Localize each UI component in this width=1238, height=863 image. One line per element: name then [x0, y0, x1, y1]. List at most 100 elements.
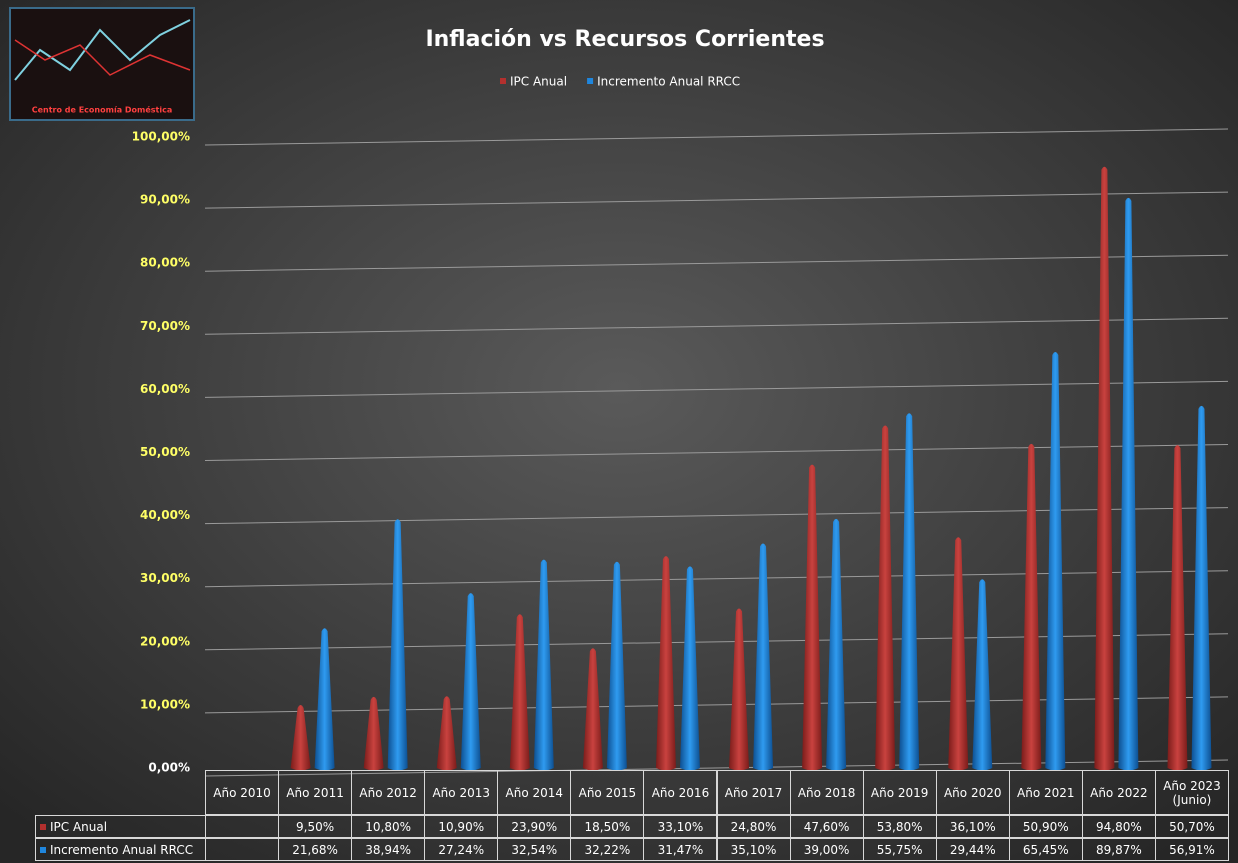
bar — [582, 648, 603, 771]
cell-text: 50,70% — [1169, 819, 1215, 834]
legend-label: IPC Anual — [510, 75, 567, 89]
category-cell: Año 2021 — [1008, 770, 1083, 815]
y-tick-label: 20,00% — [140, 634, 190, 648]
cell-text: Año 2013 — [432, 785, 490, 800]
bar — [655, 556, 676, 771]
cell-text: 31,47% — [657, 842, 704, 857]
cell-text: 39,00% — [803, 842, 850, 857]
cell-text: 18,50% — [584, 819, 631, 834]
cell-text: 65,45% — [1022, 842, 1069, 857]
cell-text: 32,22% — [584, 842, 631, 857]
y-tick-label: 40,00% — [140, 508, 190, 522]
value-cell: 47,60% — [789, 815, 864, 838]
cell-text: Año 2017 — [724, 785, 783, 800]
logo: Centro de Economía Doméstica — [9, 7, 195, 121]
value-cell: 35,10% — [716, 838, 791, 861]
cell-text: Año 2010 — [213, 785, 271, 800]
bar — [363, 696, 384, 771]
cell-text: Año 2018 — [797, 785, 856, 800]
cell-text: Año 2015 — [578, 785, 637, 800]
value-cell: 23,90% — [497, 815, 572, 838]
value-cell: 89,87% — [1081, 838, 1156, 861]
series-label-cell: IPC Anual — [35, 815, 206, 838]
category-cell: Año 2017 — [716, 770, 791, 815]
cell-text: Año 2012 — [359, 785, 417, 800]
cell-text: Año 2014 — [505, 785, 564, 800]
value-cell: 10,80% — [351, 815, 426, 838]
y-tick-label: 100,00% — [132, 130, 190, 144]
value-cell: 10,90% — [424, 815, 499, 838]
value-cell: 9,50% — [278, 815, 353, 838]
cell-text: 32,54% — [511, 842, 558, 857]
category-cell: Año 2019 — [862, 770, 937, 815]
value-cell: 55,75% — [862, 838, 937, 861]
bar — [875, 425, 896, 771]
bar — [753, 543, 774, 771]
series-name: Incremento Anual RRCC — [50, 842, 194, 857]
value-cell: 24,80% — [716, 815, 791, 838]
chart-title: Inflación vs Recursos Corrientes — [425, 27, 824, 52]
cell-text: 21,68% — [292, 842, 338, 857]
cell-text: Año 2016 — [651, 785, 710, 800]
cell-text: Año 2011 — [286, 785, 344, 800]
bar — [387, 519, 408, 771]
category-cell: Año 2013 — [424, 770, 499, 815]
bar — [606, 561, 627, 771]
legend-key — [500, 78, 506, 84]
category-cell: Año 2023 (Junio) — [1154, 770, 1229, 815]
bar — [1094, 166, 1115, 771]
bar — [1045, 352, 1066, 771]
legend-key — [40, 846, 46, 853]
value-cell: 29,44% — [935, 838, 1010, 861]
y-tick-label: 60,00% — [140, 382, 190, 396]
cell-text: 55,75% — [876, 842, 923, 857]
category-cell: Año 2011 — [278, 770, 353, 815]
cell-text: 38,94% — [365, 842, 412, 857]
cell-text: 9,50% — [296, 819, 335, 834]
value-cell: 21,68% — [278, 838, 353, 861]
bar — [826, 518, 847, 771]
cell-text: 53,80% — [876, 819, 923, 834]
grid-line — [204, 254, 1229, 272]
cell-text: 56,91% — [1169, 842, 1215, 857]
y-tick-label: 90,00% — [140, 193, 190, 207]
grid-line — [204, 317, 1229, 335]
value-cell: 53,80% — [862, 815, 937, 838]
cell-text: 94,80% — [1095, 819, 1142, 834]
category-cell: Año 2016 — [643, 770, 718, 815]
value-cell — [205, 815, 280, 838]
cell-text: 10,80% — [365, 819, 412, 834]
category-cell: Año 2020 — [935, 770, 1010, 815]
cell-text: 29,44% — [949, 842, 996, 857]
legend-key — [40, 823, 46, 830]
bar — [436, 696, 457, 771]
cell-text: Año 2020 — [943, 785, 1002, 800]
cell-text: 35,10% — [730, 842, 777, 857]
category-cell: Año 2015 — [570, 770, 645, 815]
cell-text: Año 2019 — [870, 785, 929, 800]
cell-text: Año 2022 — [1090, 785, 1148, 800]
category-cell: Año 2010 — [205, 770, 280, 815]
bar — [972, 579, 993, 771]
bar — [533, 559, 554, 771]
legend-key — [587, 78, 594, 84]
value-cell: 56,91% — [1154, 838, 1229, 861]
value-cell: 94,80% — [1081, 815, 1156, 838]
cell-text: 27,24% — [438, 842, 485, 857]
value-cell: 33,10% — [643, 815, 718, 838]
cell-text: 10,90% — [438, 819, 485, 834]
series-label-cell: Incremento Anual RRCC — [35, 838, 206, 861]
value-cell: 31,47% — [643, 838, 718, 861]
value-cell: 38,94% — [351, 838, 426, 861]
category-cell: Año 2014 — [497, 770, 572, 815]
value-cell: 50,90% — [1008, 815, 1083, 838]
y-tick-label: 30,00% — [140, 571, 190, 585]
value-cell: 50,70% — [1154, 815, 1229, 838]
category-cell: Año 2018 — [789, 770, 864, 815]
cell-text: 23,90% — [511, 819, 558, 834]
bar — [948, 537, 969, 771]
y-tick-label: 50,00% — [140, 445, 190, 459]
y-tick-label: 10,00% — [140, 697, 190, 711]
value-cell — [205, 838, 280, 861]
